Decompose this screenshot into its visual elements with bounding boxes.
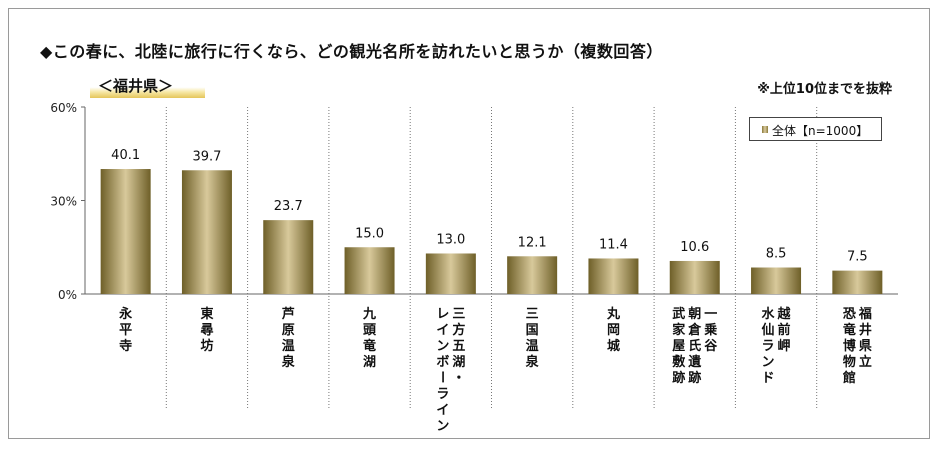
value-label: 7.5 <box>847 250 868 265</box>
category-label-char: 岡 <box>607 323 620 338</box>
bar <box>751 267 802 294</box>
category-label-char: 越 <box>777 306 792 322</box>
category-label-char: 竜 <box>363 338 376 354</box>
category-label-char: 三 <box>526 307 539 322</box>
category-label-char: ン <box>436 419 449 434</box>
value-label: 12.1 <box>518 235 547 250</box>
category-label-char: ラ <box>436 387 449 402</box>
category-label-char: ン <box>436 339 449 354</box>
category-label-char: ラ <box>762 339 775 354</box>
category-label-char: ン <box>762 355 775 370</box>
category-label-char: 水 <box>762 306 776 322</box>
value-label: 23.7 <box>274 199 303 214</box>
bar <box>344 247 395 294</box>
category-label-char: 頭 <box>363 323 377 338</box>
bar <box>263 220 314 294</box>
category-label-char: 倉 <box>687 322 702 338</box>
category-label-char: ボ <box>436 354 449 370</box>
legend-swatch <box>762 126 768 133</box>
category-label-char: ド <box>762 371 775 386</box>
category-label-char: 坊 <box>200 338 213 354</box>
bar <box>100 169 151 294</box>
category-label-char: 竜 <box>843 322 856 338</box>
category-label-char: 国 <box>526 323 539 338</box>
category-label-char: 城 <box>607 338 620 354</box>
category-label-char: 乗 <box>703 322 717 338</box>
category-label-char: 原 <box>282 323 295 338</box>
value-label: 10.6 <box>680 240 709 255</box>
bar <box>507 256 558 294</box>
category-label-char: 温 <box>526 339 539 354</box>
category-label-char: 湖 <box>363 355 376 370</box>
category-label-char: 芦 <box>282 306 295 322</box>
category-label-char: 三 <box>452 307 465 322</box>
category-label-char: 物 <box>843 354 856 370</box>
category-label-char: 泉 <box>282 354 296 370</box>
y-tick-label: 30% <box>50 195 77 209</box>
category-label-char: 尋 <box>200 323 213 338</box>
chart-title: ◆この春に、北陸に旅行に行くなら、どの観光名所を訪れたいと思うか（複数回答） <box>40 42 663 61</box>
category-label-char: 岬 <box>778 339 791 354</box>
category-label-char: 遺 <box>687 354 702 370</box>
value-label: 39.7 <box>192 149 221 164</box>
category-label-char: ー <box>434 370 449 383</box>
value-label: 15.0 <box>355 226 384 241</box>
category-label-char: ・ <box>452 371 465 386</box>
category-label-char: 福 <box>858 306 872 322</box>
chart-subtitle: ＜福井県＞ <box>90 74 205 98</box>
category-label-char: 方 <box>452 322 465 338</box>
category-label-char: 県 <box>859 339 872 354</box>
legend-label: 全体【n=1000】 <box>772 124 869 138</box>
category-label-char: 丸 <box>606 306 621 322</box>
category-label-char: 五 <box>452 339 465 354</box>
category-label-char: 朝 <box>688 306 701 322</box>
category-label-char: イ <box>436 323 449 338</box>
category-label-char: 井 <box>859 322 872 338</box>
category-label-char: 館 <box>843 370 856 386</box>
category-label-char: 九 <box>362 307 376 322</box>
category-label-char: イ <box>436 403 449 418</box>
bar <box>832 270 883 294</box>
y-tick-label: 0% <box>58 288 77 302</box>
category-label-char: 恐 <box>843 307 856 322</box>
bar <box>425 253 476 294</box>
category-label-char: 氏 <box>688 339 701 354</box>
category-label-char: 永 <box>118 306 133 322</box>
category-label-char: 一 <box>704 307 717 322</box>
category-label-char: 屋 <box>672 339 685 354</box>
category-label-char: 谷 <box>704 338 718 354</box>
category-label-char: 平 <box>119 323 132 338</box>
category-label-char: 敷 <box>672 354 686 370</box>
category-label-char: 温 <box>282 339 295 354</box>
category-label-char: 跡 <box>688 370 701 386</box>
value-label: 40.1 <box>111 148 140 163</box>
category-label-char: 立 <box>859 354 872 370</box>
value-label: 13.0 <box>436 232 465 247</box>
category-label-char: レ <box>436 307 449 322</box>
bar <box>588 258 639 294</box>
bar <box>181 170 232 294</box>
category-label-char: 博 <box>843 338 856 354</box>
bar <box>669 260 720 294</box>
category-label-char: 武 <box>672 306 685 322</box>
category-label-char: 家 <box>672 322 686 338</box>
value-label: 11.4 <box>599 237 628 252</box>
category-label-char: 寺 <box>119 338 132 354</box>
value-label: 8.5 <box>766 247 787 262</box>
subtitle-label: ＜福井県＞ <box>98 77 174 95</box>
legend: 全体【n=1000】 <box>749 117 882 141</box>
category-label-char: 仙 <box>762 322 775 338</box>
category-label-char: 前 <box>778 322 791 338</box>
category-label-char: 湖 <box>452 355 465 370</box>
category-label-char: 東 <box>200 306 213 322</box>
category-label-char: 泉 <box>526 354 540 370</box>
y-tick-label: 60% <box>50 101 77 115</box>
chart-note: ※上位10位までを抜粋 <box>757 82 892 97</box>
category-label-char: 跡 <box>672 370 685 386</box>
